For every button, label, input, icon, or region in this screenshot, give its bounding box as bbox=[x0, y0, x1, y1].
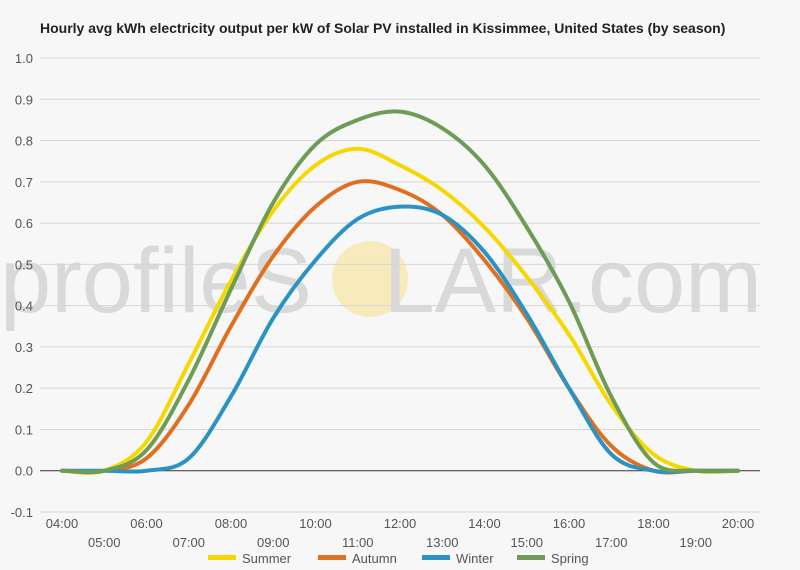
series-line-autumn bbox=[60, 179, 740, 475]
x-tick-label: 10:00 bbox=[299, 516, 332, 531]
series-lines bbox=[60, 109, 740, 475]
x-tick-label: 11:00 bbox=[342, 535, 374, 550]
y-tick-label: 0.0 bbox=[15, 464, 33, 479]
legend-swatch-summer bbox=[208, 555, 236, 560]
y-tick-label: 1.0 bbox=[15, 51, 33, 66]
x-tick-label: 12:00 bbox=[384, 516, 417, 531]
legend-label-summer: Summer bbox=[242, 551, 292, 566]
y-tick-label: 0.5 bbox=[15, 257, 33, 272]
x-tick-label: 17:00 bbox=[595, 535, 628, 550]
x-tick-label: 19:00 bbox=[679, 535, 712, 550]
legend-swatch-autumn bbox=[318, 555, 346, 560]
x-tick-label: 18:00 bbox=[637, 516, 670, 531]
chart-title: Hourly avg kWh electricity output per kW… bbox=[40, 20, 725, 36]
x-tick-label: 08:00 bbox=[215, 516, 248, 531]
watermark-text: profileSOLAR.com bbox=[0, 230, 762, 332]
x-tick-label: 05:00 bbox=[88, 535, 121, 550]
watermark-prefix: profile bbox=[0, 230, 251, 332]
series-line-spring bbox=[60, 109, 740, 475]
x-tick-label: 09:00 bbox=[257, 535, 290, 550]
x-tick-label: 16:00 bbox=[553, 516, 586, 531]
legend-label-winter: Winter bbox=[456, 551, 494, 566]
watermark-sun bbox=[332, 241, 408, 317]
watermark-suffix: LAR.com bbox=[384, 230, 762, 332]
legend-swatch-spring bbox=[517, 555, 545, 560]
series-line-winter bbox=[60, 204, 740, 474]
x-tick-label: 06:00 bbox=[130, 516, 163, 531]
y-tick-label: 0.4 bbox=[15, 299, 33, 314]
y-tick-label: 0.9 bbox=[15, 92, 33, 107]
x-tick-label: 13:00 bbox=[426, 535, 459, 550]
x-tick-label: 14:00 bbox=[468, 516, 501, 531]
y-tick-label: 0.8 bbox=[15, 134, 33, 149]
x-axis: 04:00 05:00 06:00 07:00 08:00 09:00 10:00 11:00… bbox=[46, 516, 755, 550]
y-tick-label: 0.3 bbox=[15, 340, 33, 355]
legend: Summer Autumn Winter Spring bbox=[208, 551, 589, 566]
x-tick-label: 20:00 bbox=[722, 516, 755, 531]
y-tick-label: 0.2 bbox=[15, 381, 33, 396]
watermark: profileSOLAR.com bbox=[0, 230, 762, 332]
legend-label-autumn: Autumn bbox=[352, 551, 397, 566]
x-tick-label: 04:00 bbox=[46, 516, 79, 531]
y-tick-label: 0.6 bbox=[15, 216, 33, 231]
y-axis: -0.1 0.0 0.1 0.2 0.3 0.4 0.5 0.6 0.7 0.8 0.9 1.0 bbox=[11, 51, 33, 520]
series-line-summer bbox=[60, 146, 740, 475]
x-tick-label: 15:00 bbox=[510, 535, 543, 550]
x-tick-label: 07:00 bbox=[172, 535, 205, 550]
legend-label-spring: Spring bbox=[551, 551, 589, 566]
y-tick-label: 0.1 bbox=[15, 422, 33, 437]
y-tick-label: -0.1 bbox=[11, 505, 33, 520]
legend-swatch-winter bbox=[422, 555, 450, 560]
y-tick-label: 0.7 bbox=[15, 175, 33, 190]
